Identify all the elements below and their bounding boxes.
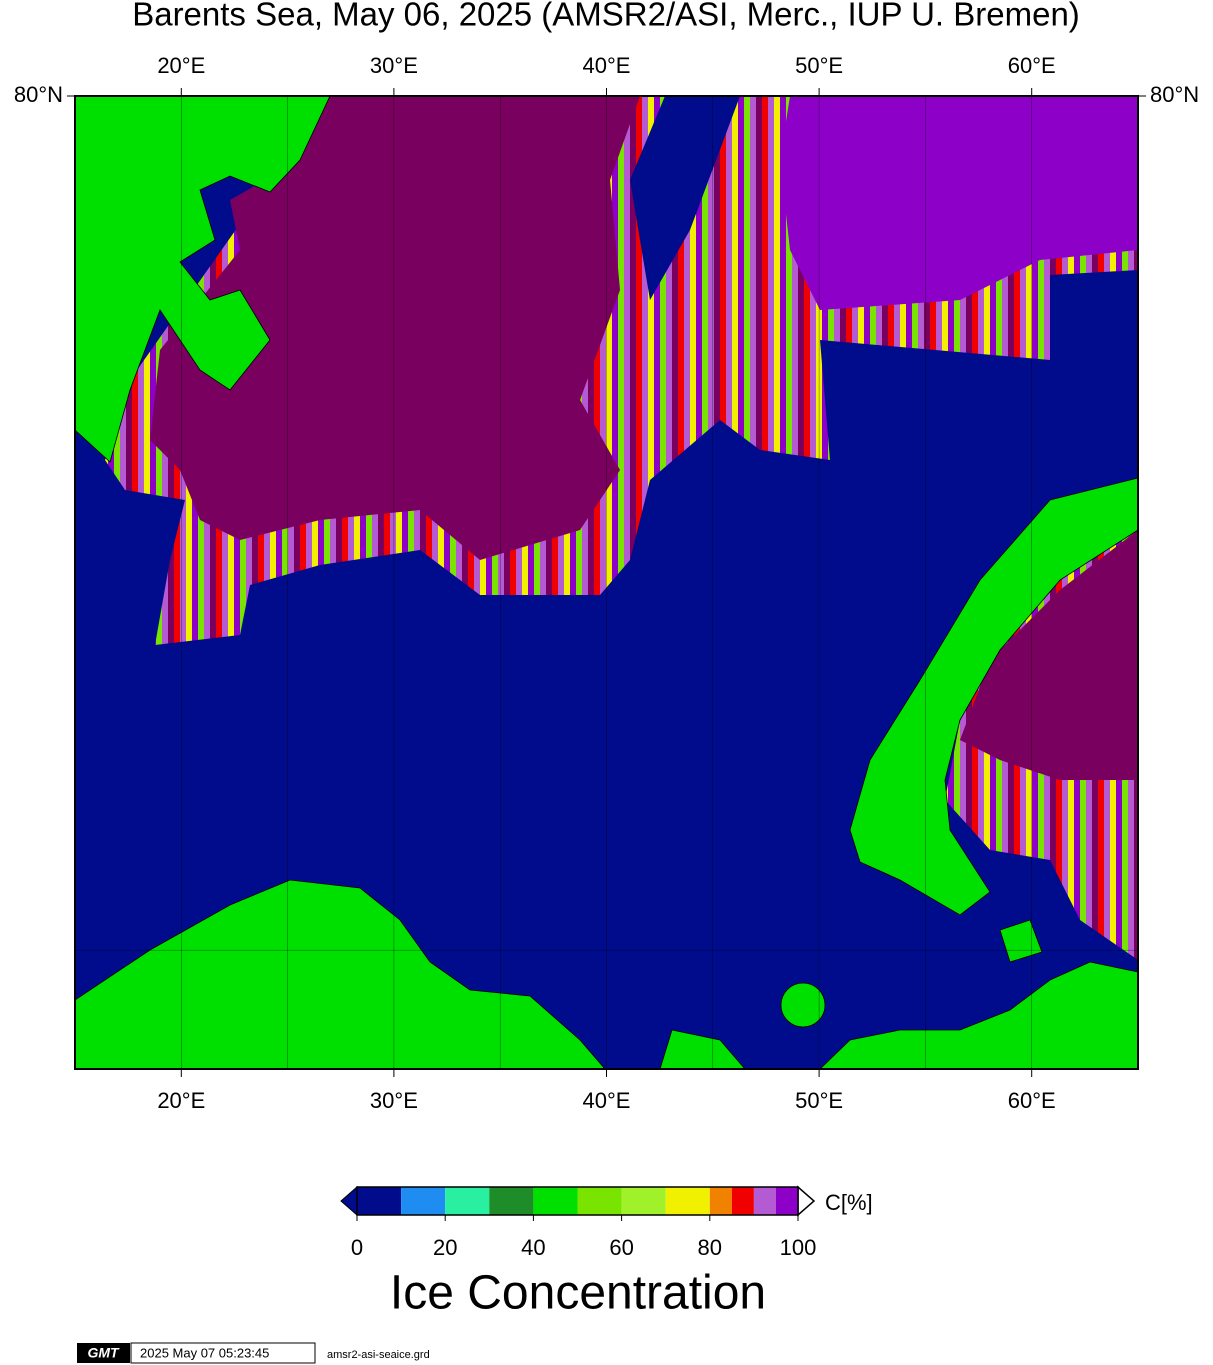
lon-tick-label: 60°E: [1008, 53, 1056, 78]
lon-tick-label: 50°E: [795, 53, 843, 78]
colorbar-bin: [357, 1187, 402, 1215]
colorbar-bin: [533, 1187, 578, 1215]
logo-box: [77, 1343, 130, 1363]
colorbar-label: Ice Concentration: [390, 1267, 766, 1320]
lon-tick-label: 50°E: [795, 1088, 843, 1113]
lon-tick-label: 20°E: [157, 53, 205, 78]
colorbar-bin: [753, 1187, 776, 1215]
timestamp-box: [130, 1342, 316, 1364]
colorbar-bin: [577, 1187, 622, 1215]
colorbar-bin: [489, 1187, 534, 1215]
colorbar-tick-label: 20: [433, 1235, 457, 1260]
colorbar-under: [340, 1185, 358, 1217]
colorbar-bin: [731, 1187, 754, 1215]
svalbard: [75, 96, 331, 463]
file-name: amsr2-asi-seaice.grd: [327, 1349, 430, 1361]
lon-tick-label: 40°E: [583, 53, 631, 78]
colorbar-tick-label: 40: [521, 1235, 545, 1260]
colorbar-tick-label: 0: [351, 1235, 363, 1260]
kanin: [659, 1029, 746, 1069]
russia-east: [819, 961, 1138, 1069]
colorbar-over: [797, 1185, 816, 1217]
ice-pack: [780, 96, 1138, 310]
colorbar-tick-label: 100: [780, 1235, 817, 1260]
colorbar-bin: [401, 1187, 446, 1215]
ice-pack: [150, 96, 640, 560]
lon-tick-label: 40°E: [583, 1088, 631, 1113]
map-title: Barents Sea, May 06, 2025 (AMSR2/ASI, Me…: [132, 0, 1080, 33]
colorbar-bin: [665, 1187, 710, 1215]
colorbar-bin: [775, 1187, 798, 1215]
ice-pack: [960, 530, 1138, 780]
colorbar-bin: [709, 1187, 732, 1215]
lat-tick-label: 80°N: [1150, 82, 1199, 107]
colorbar-frame: [356, 1186, 799, 1216]
kolguev: [780, 982, 826, 1028]
map-frame: [74, 95, 1139, 1070]
lon-tick-label: 20°E: [157, 1088, 205, 1113]
colorbar-tick-label: 60: [609, 1235, 633, 1260]
lat-tick-label: 80°N: [14, 82, 63, 107]
colorbar-bin: [621, 1187, 666, 1215]
colorbar-unit: C[%]: [825, 1190, 873, 1215]
lon-tick-label: 60°E: [1008, 1088, 1056, 1113]
novaya-zemlya: [849, 477, 1138, 916]
lon-tick-label: 30°E: [370, 53, 418, 78]
colorbar-tick-label: 80: [698, 1235, 722, 1260]
colorbar-bin: [445, 1187, 490, 1215]
timestamp: 2025 May 07 05:23:45: [140, 1345, 269, 1360]
lon-tick-label: 30°E: [370, 1088, 418, 1113]
logo: GMT: [87, 1345, 120, 1361]
